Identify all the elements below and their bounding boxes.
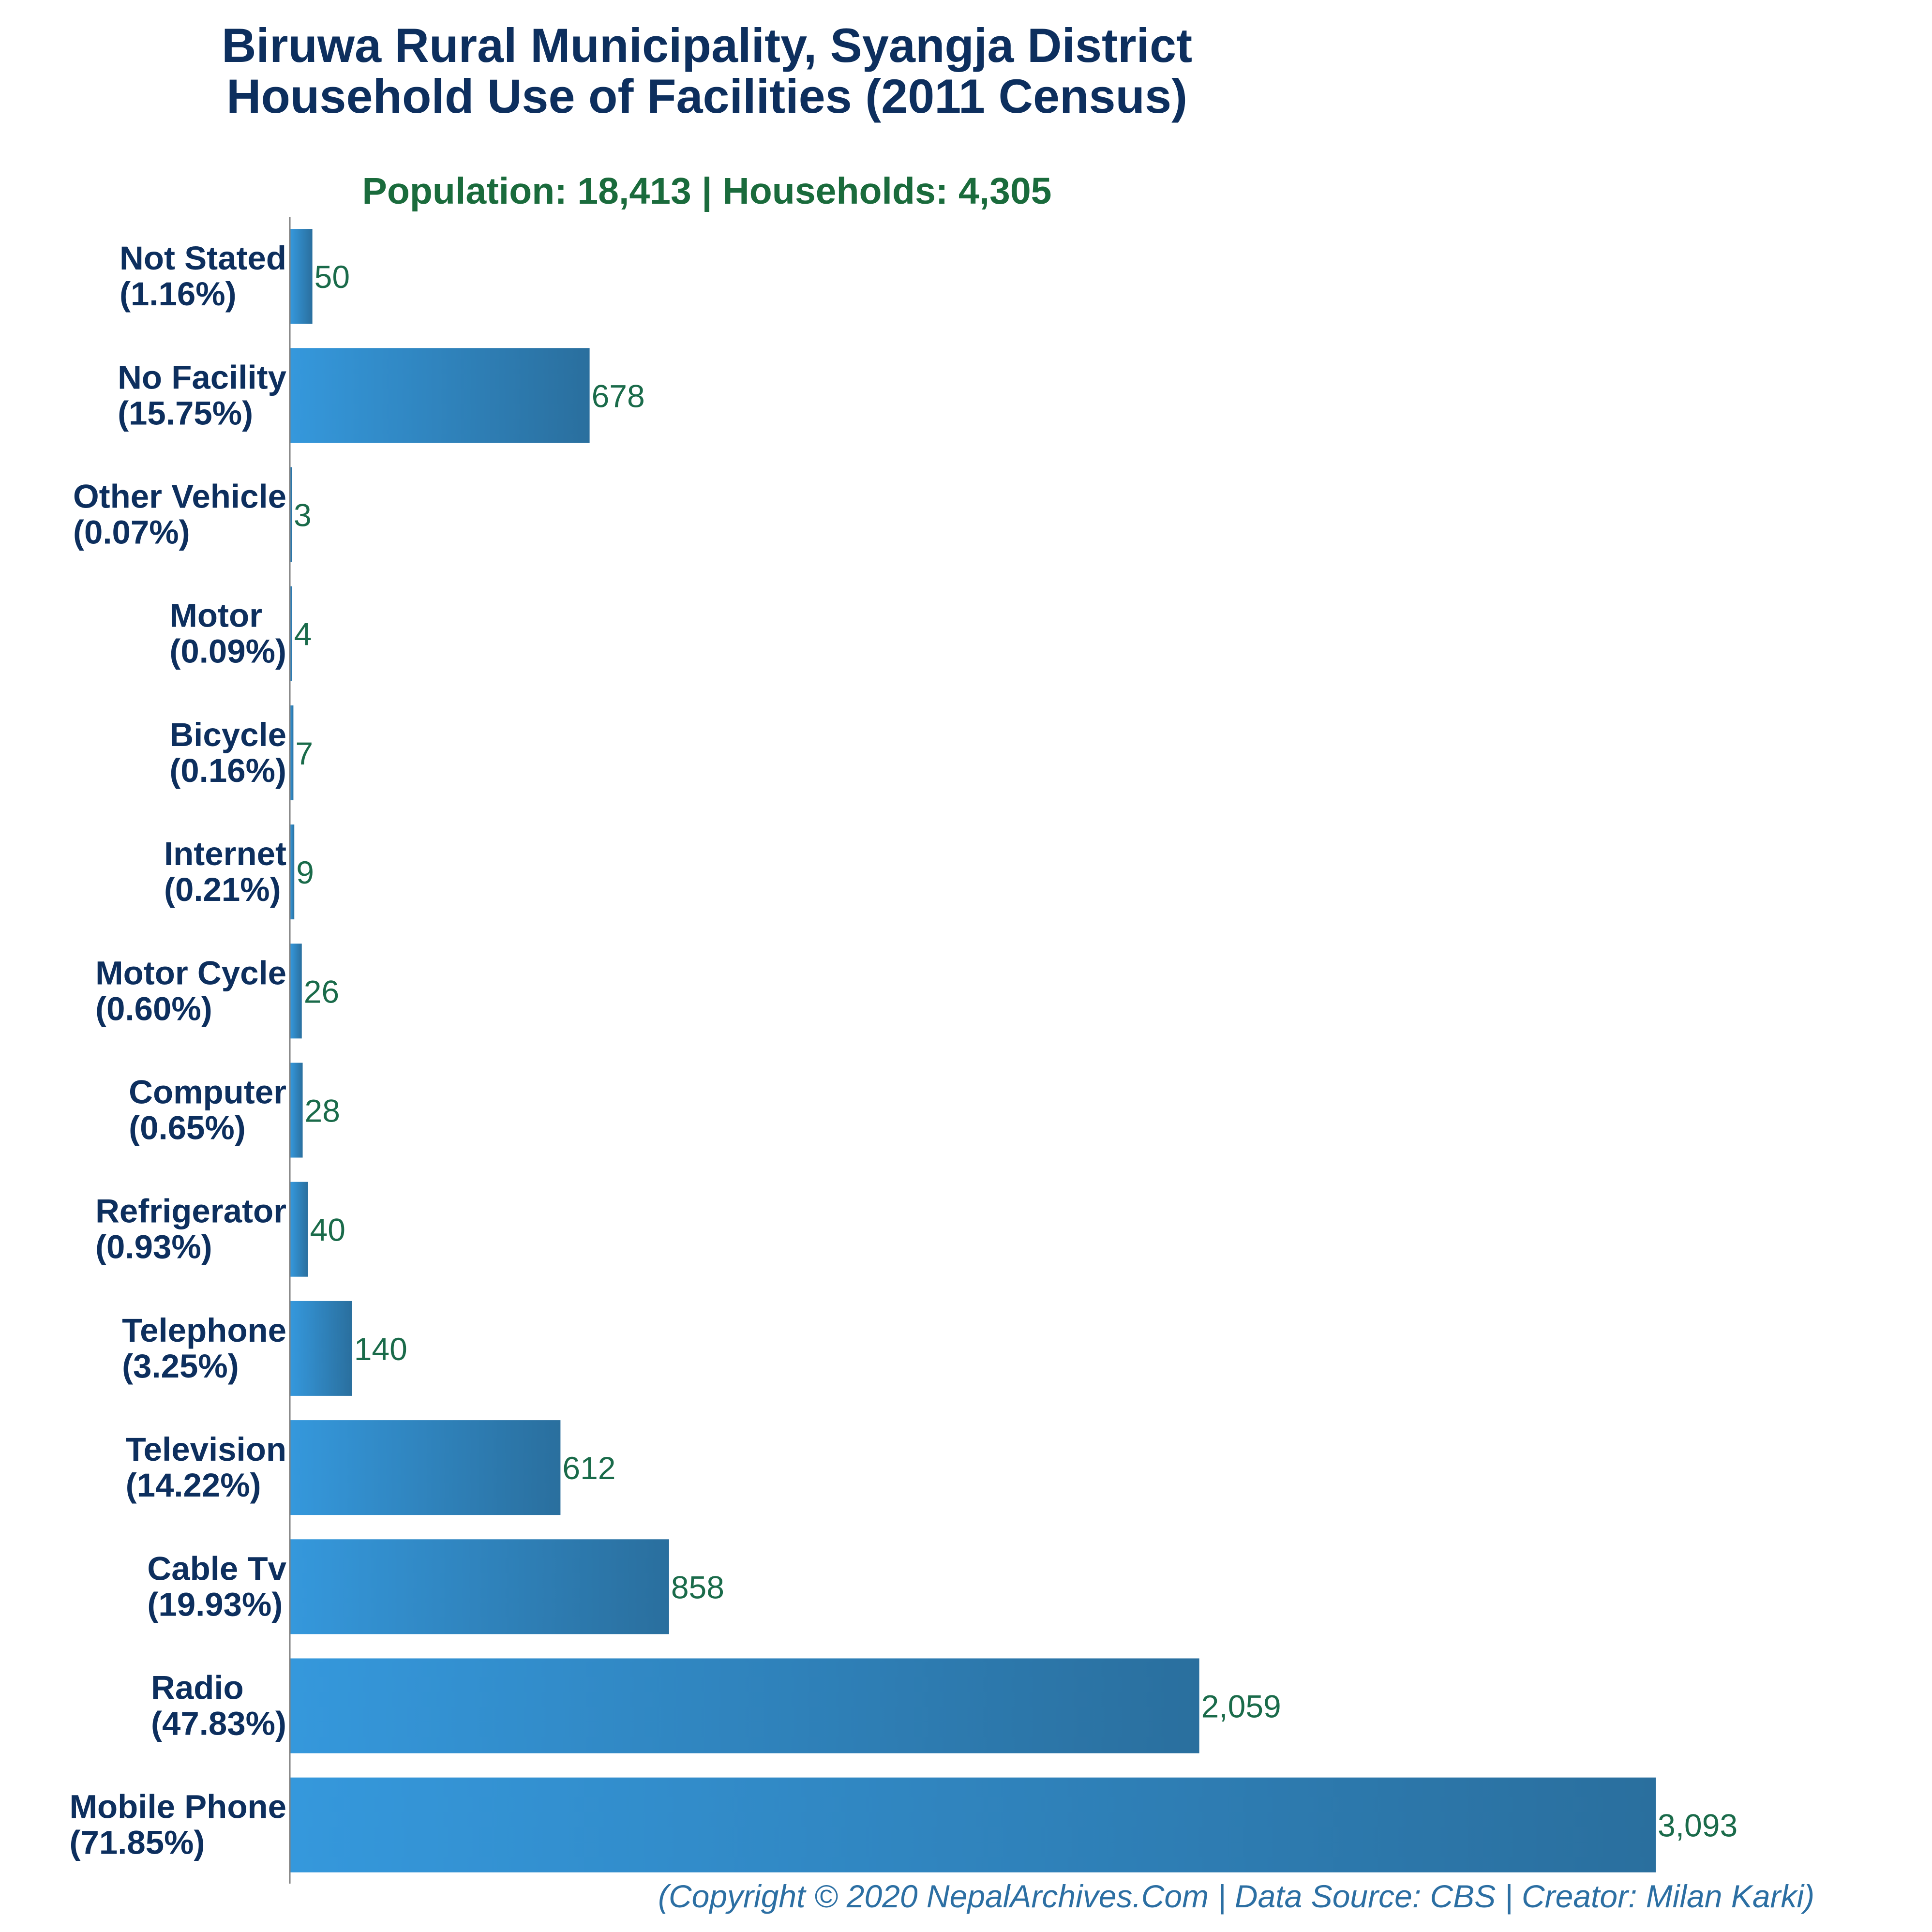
- bar-computer: [290, 1063, 303, 1158]
- chart-title-line2: Household Use of Facilities (2011 Census…: [226, 69, 1187, 123]
- bar-not-stated: [290, 229, 313, 324]
- category-percent-no-facility: (15.75%): [118, 394, 253, 432]
- value-labels-group: 50 678 3 4 7 9 26 28 40 140 612 858 2,059 3,093: [294, 259, 1737, 1843]
- category-percent-internet: (0.21%): [164, 871, 281, 908]
- bar-telephone: [290, 1301, 352, 1396]
- category-percent-mobile-phone: (71.85%): [70, 1824, 205, 1861]
- category-percent-motor-cycle: (0.60%): [95, 990, 212, 1027]
- bar-internet: [290, 824, 295, 920]
- bar-bicycle: [290, 705, 294, 800]
- category-label-mobile-phone: Mobile Phone (71.85%): [70, 1788, 287, 1861]
- category-name-internet: Internet: [164, 835, 286, 872]
- value-label-computer: 28: [305, 1093, 340, 1129]
- category-label-television: Television (14.22%): [126, 1431, 286, 1504]
- value-label-other-vehicle: 3: [294, 497, 312, 533]
- category-label-telephone: Telephone (3.25%): [122, 1312, 286, 1385]
- category-label-cable-tv: Cable Tv (19.93%): [147, 1550, 286, 1623]
- value-label-refrigerator: 40: [310, 1212, 345, 1248]
- bar-no-facility: [290, 348, 590, 443]
- category-percent-motor: (0.09%): [169, 633, 286, 670]
- category-name-other-vehicle: Other Vehicle: [73, 478, 286, 515]
- chart-subtitle: Population: 18,413 | Households: 4,305: [362, 170, 1051, 212]
- category-name-no-facility: No Facility: [118, 359, 286, 396]
- category-labels-group: Not Stated (1.16%) No Facility (15.75%) Othe…: [70, 240, 287, 1861]
- value-label-no-facility: 678: [592, 378, 645, 414]
- category-name-bicycle: Bicycle: [169, 716, 286, 753]
- category-percent-other-vehicle: (0.07%): [73, 514, 190, 551]
- category-percent-radio: (47.83%): [151, 1705, 286, 1742]
- category-percent-television: (14.22%): [126, 1467, 261, 1504]
- bar-motor: [290, 586, 292, 681]
- category-name-not-stated: Not Stated: [120, 240, 286, 277]
- bar-television: [290, 1420, 561, 1515]
- category-name-refrigerator: Refrigerator: [95, 1193, 286, 1230]
- value-label-motor-cycle: 26: [304, 973, 339, 1009]
- category-label-refrigerator: Refrigerator (0.93%): [95, 1193, 286, 1266]
- category-label-computer: Computer (0.65%): [129, 1074, 286, 1147]
- category-name-cable-tv: Cable Tv: [147, 1550, 286, 1587]
- footer-credit: (Copyright © 2020 NepalArchives.Com | Da…: [658, 1878, 1814, 1915]
- chart-title-line1: Biruwa Rural Municipality, Syangja Distr…: [222, 18, 1192, 72]
- value-label-not-stated: 50: [315, 259, 350, 295]
- value-label-internet: 9: [296, 854, 314, 890]
- category-label-not-stated: Not Stated (1.16%): [120, 240, 286, 313]
- category-percent-not-stated: (1.16%): [120, 275, 237, 313]
- value-label-motor: 4: [294, 616, 312, 652]
- bar-motor-cycle: [290, 944, 302, 1039]
- category-name-motor-cycle: Motor Cycle: [95, 954, 286, 991]
- category-name-television: Television: [126, 1431, 286, 1468]
- category-name-motor: Motor: [169, 597, 262, 634]
- bars-group: [290, 229, 1656, 1872]
- category-percent-telephone: (3.25%): [122, 1348, 239, 1385]
- category-name-mobile-phone: Mobile Phone: [70, 1788, 287, 1826]
- bar-other-vehicle: [290, 467, 292, 562]
- category-label-radio: Radio (47.83%): [151, 1669, 286, 1742]
- category-percent-cable-tv: (19.93%): [147, 1586, 283, 1623]
- category-label-motor-cycle: Motor Cycle (0.60%): [95, 954, 286, 1027]
- bar-mobile-phone: [290, 1777, 1656, 1872]
- category-label-motor: Motor (0.09%): [169, 597, 286, 670]
- value-label-mobile-phone: 3,093: [1658, 1808, 1737, 1843]
- value-label-cable-tv: 858: [671, 1569, 724, 1605]
- value-label-telephone: 140: [354, 1331, 407, 1367]
- bar-refrigerator: [290, 1182, 308, 1277]
- category-label-bicycle: Bicycle (0.16%): [169, 716, 286, 789]
- category-name-computer: Computer: [129, 1074, 286, 1111]
- value-label-television: 612: [562, 1450, 615, 1486]
- category-name-telephone: Telephone: [122, 1312, 286, 1349]
- category-percent-refrigerator: (0.93%): [95, 1228, 212, 1266]
- bar-cable-tv: [290, 1539, 669, 1634]
- category-label-other-vehicle: Other Vehicle (0.07%): [73, 478, 286, 551]
- category-percent-computer: (0.65%): [129, 1109, 246, 1147]
- category-name-radio: Radio: [151, 1669, 244, 1707]
- value-label-bicycle: 7: [295, 735, 313, 771]
- category-label-no-facility: No Facility (15.75%): [118, 359, 286, 432]
- bar-radio: [290, 1658, 1199, 1753]
- category-percent-bicycle: (0.16%): [169, 752, 286, 789]
- value-label-radio: 2,059: [1201, 1689, 1281, 1724]
- category-label-internet: Internet (0.21%): [164, 835, 286, 908]
